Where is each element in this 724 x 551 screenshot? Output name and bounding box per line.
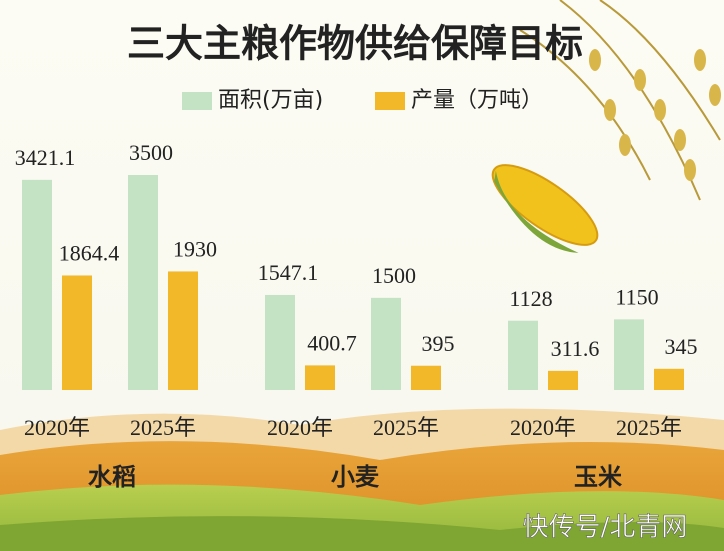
legend-swatch (182, 92, 212, 110)
bar (371, 297, 401, 390)
value-label: 395 (422, 331, 455, 356)
bar (62, 275, 92, 390)
bar (614, 319, 644, 390)
group-label: 水稻 (88, 463, 136, 491)
value-label: 400.7 (307, 330, 357, 355)
bar (265, 294, 295, 390)
x-tick-label: 2025年 (616, 415, 682, 440)
x-tick-label: 2020年 (24, 415, 90, 440)
bar (654, 368, 684, 390)
field (0, 516, 724, 551)
x-tick-label: 2025年 (130, 415, 196, 440)
value-label: 3421.1 (15, 145, 76, 170)
chart-title: 三大主粮作物供给保障目标 (127, 22, 583, 66)
value-label: 311.6 (551, 336, 600, 361)
rice-grains (589, 49, 721, 181)
bar (305, 365, 335, 390)
legend: 面积(万亩) 产量（万吨） (182, 88, 543, 113)
value-label: 1864.4 (59, 241, 120, 266)
x-tick-label: 2020年 (510, 415, 576, 440)
watermark: 快传号/北青网 (523, 513, 688, 543)
bar (508, 320, 538, 390)
group-label: 玉米 (574, 463, 622, 491)
bar (168, 271, 198, 390)
group-label: 小麦 (331, 463, 380, 491)
x-tick-label: 2025年 (373, 415, 439, 440)
corn-decoration (491, 164, 599, 253)
bar (548, 370, 578, 390)
value-label: 1500 (372, 263, 416, 288)
bar (128, 175, 158, 390)
value-label: 1930 (173, 236, 217, 261)
legend-label: 产量（万吨） (411, 88, 543, 113)
x-tick-label: 2020年 (267, 415, 333, 440)
value-label: 1150 (615, 284, 658, 309)
value-label: 345 (665, 334, 698, 359)
legend-swatch (375, 92, 405, 110)
legend-label: 面积(万亩) (218, 88, 323, 113)
value-label: 3500 (129, 140, 173, 165)
value-label: 1128 (509, 286, 552, 311)
bar (411, 365, 441, 390)
bar (22, 179, 52, 390)
value-label: 1547.1 (258, 260, 319, 285)
